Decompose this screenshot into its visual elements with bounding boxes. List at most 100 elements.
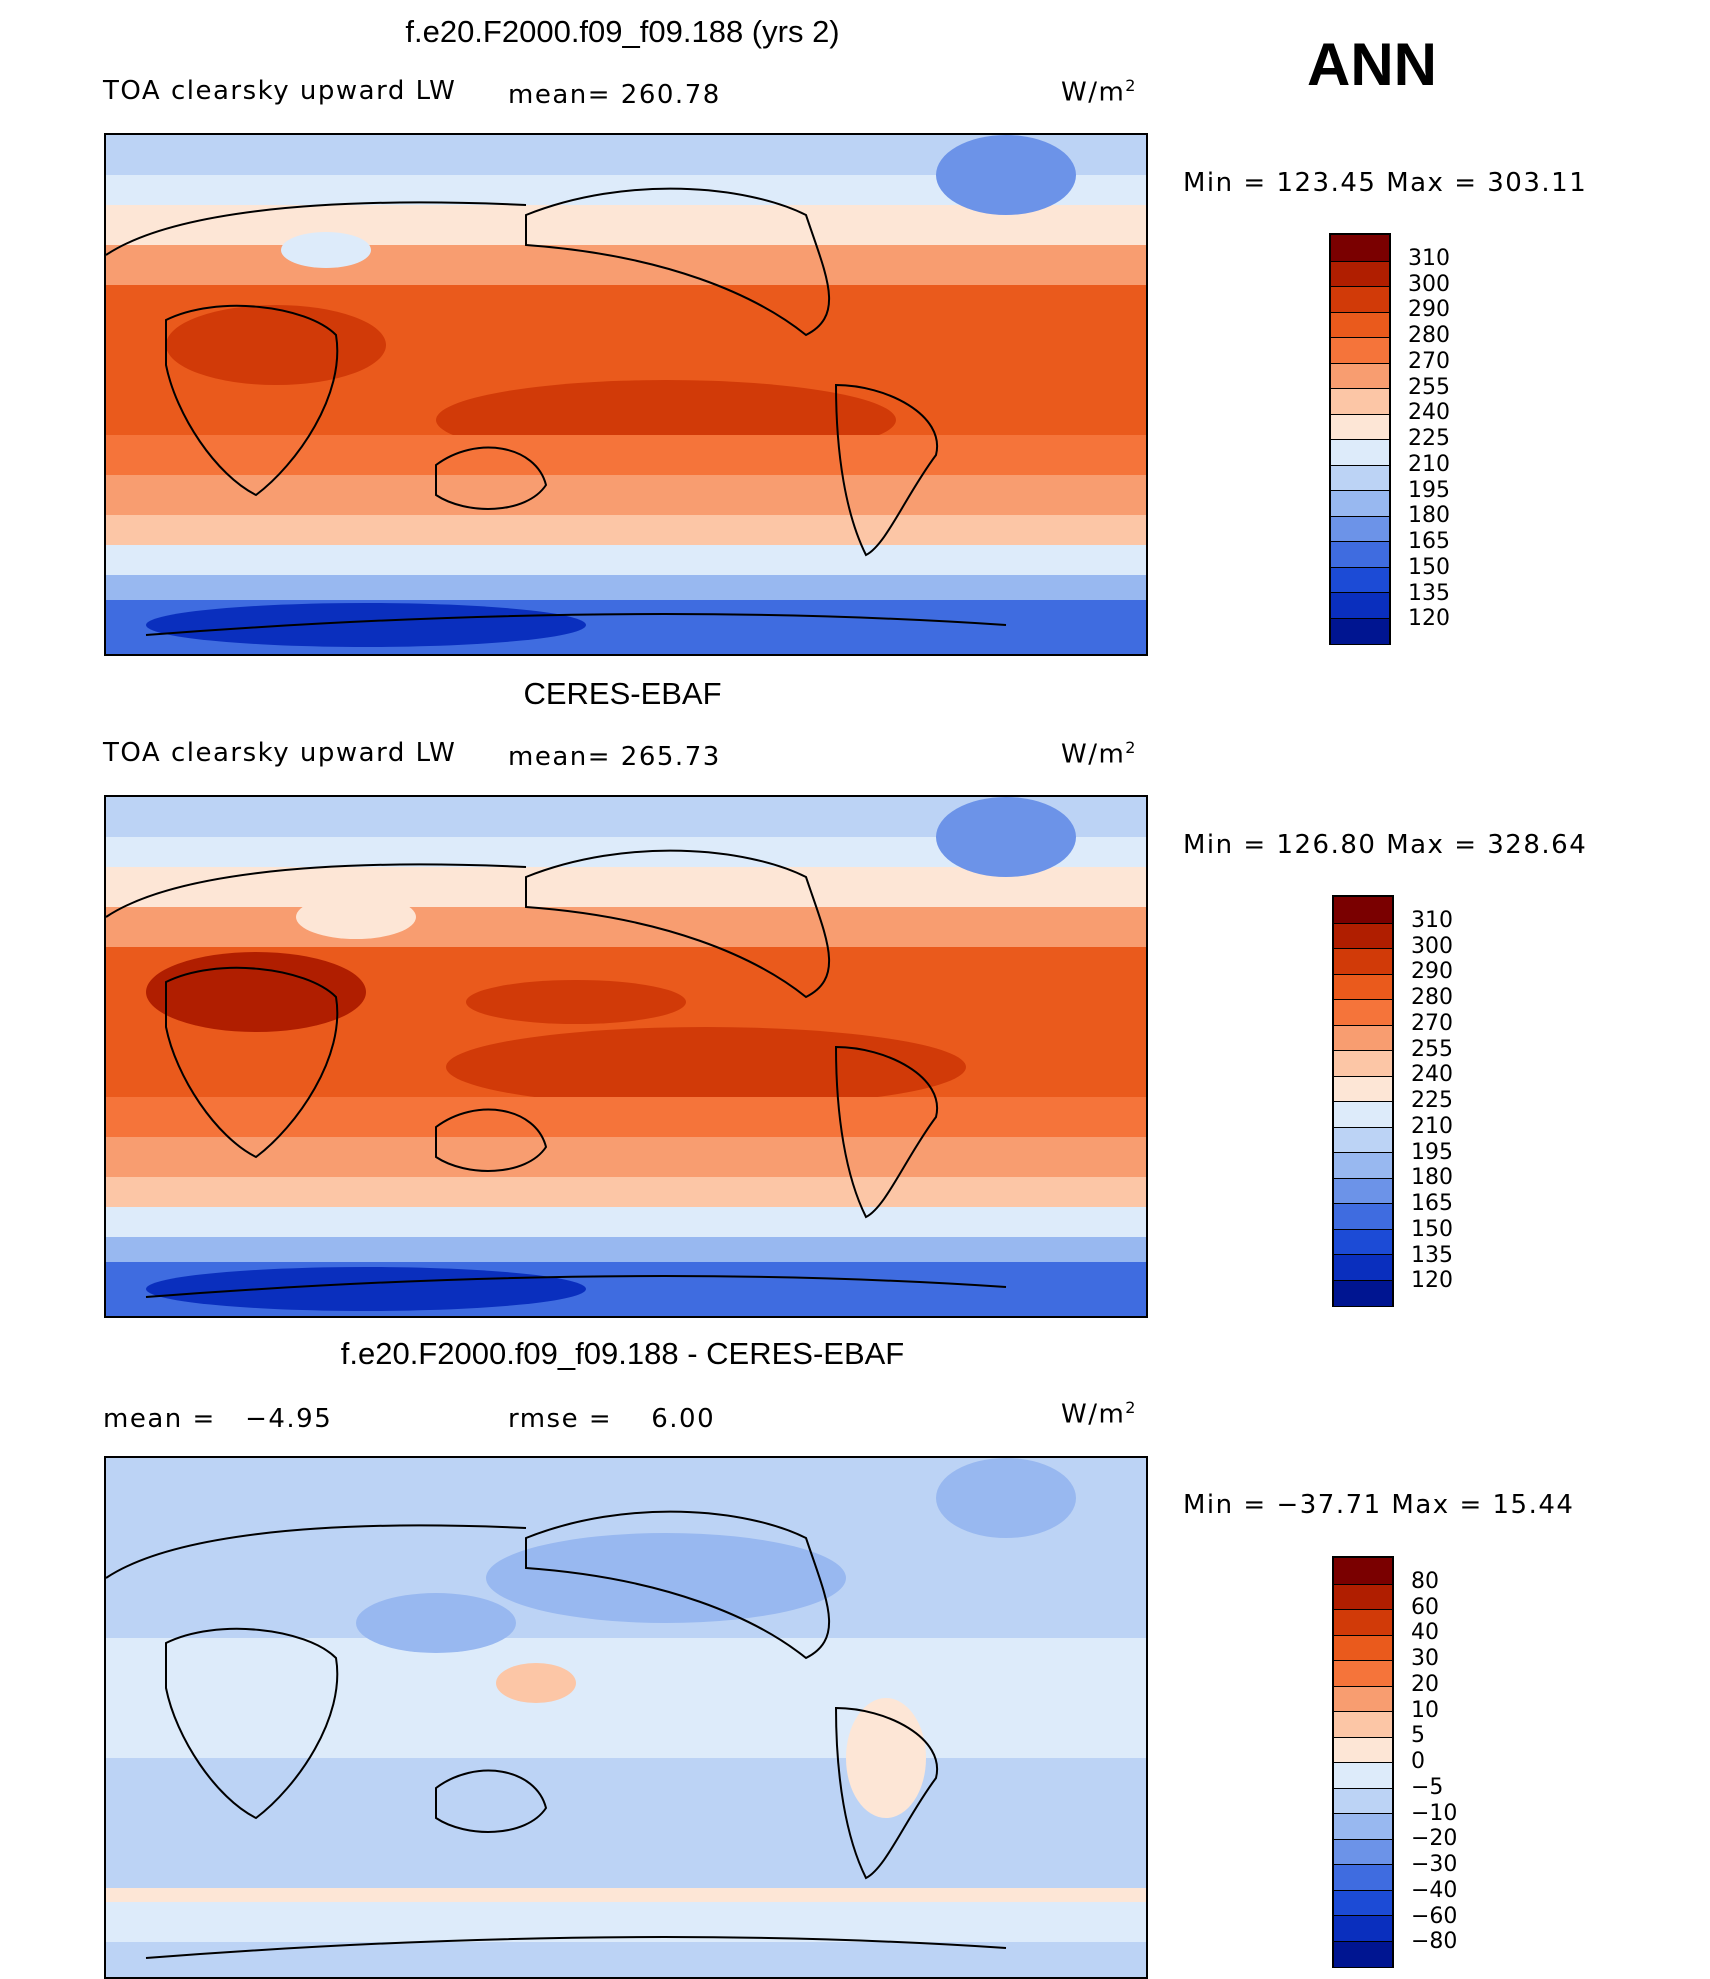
colorbar-box — [1334, 1787, 1392, 1814]
panel-2-colorbar — [1332, 895, 1394, 1307]
panel-3-mean-value: −4.95 — [245, 1404, 333, 1434]
panel-3-min-max: Min = −37.71 Max = 15.44 — [1183, 1490, 1575, 1520]
panel-1-mean-value: 260.78 — [620, 80, 721, 110]
panel-2-mean: mean= 265.73 — [508, 742, 721, 772]
units-text: W/m — [1061, 1399, 1126, 1430]
colorbar-box — [1334, 1152, 1392, 1179]
colorbar-tick-label: 310 — [1408, 245, 1450, 271]
colorbar-box — [1334, 1634, 1392, 1661]
colorbar-tick-label: 290 — [1408, 297, 1450, 323]
colorbar-box — [1334, 1915, 1392, 1942]
colorbar-tick-label: 180 — [1411, 1165, 1453, 1191]
colorbar-tick-label: −5 — [1411, 1774, 1444, 1800]
colorbar-tick-label: 60 — [1411, 1594, 1439, 1620]
colorbar-box — [1331, 235, 1389, 261]
colorbar-tick-label: 5 — [1411, 1723, 1425, 1749]
panel-3-title: f.e20.F2000.f09_f09.188 - CERES-EBAF — [340, 1336, 905, 1371]
panel-2-min-max: Min = 126.80 Max = 328.64 — [1183, 830, 1588, 860]
panel-3-rmse: rmse = 6.00 — [508, 1404, 715, 1434]
colorbar-box — [1334, 1813, 1392, 1840]
colorbar-tick-label: 240 — [1408, 400, 1450, 426]
colorbar-tick-label: 0 — [1411, 1749, 1425, 1774]
colorbar-box — [1331, 311, 1389, 338]
units-sup: 2 — [1125, 1398, 1137, 1417]
panel-2-units: W/m2 — [1061, 738, 1137, 770]
colorbar-tick-label: 165 — [1408, 529, 1450, 554]
colorbar-tick-label: 120 — [1411, 1268, 1453, 1294]
units-text: W/m — [1061, 77, 1126, 108]
panel-1-mean-label: mean= — [508, 80, 612, 110]
colorbar-box — [1331, 617, 1389, 644]
colorbar-tick-label: 255 — [1408, 374, 1450, 400]
colorbar-box — [1334, 1736, 1392, 1763]
units-sup: 2 — [1125, 76, 1137, 95]
panel-3-map — [104, 1456, 1148, 1979]
colorbar-box — [1334, 1685, 1392, 1712]
colorbar-box — [1331, 464, 1389, 491]
colorbar-tick-label: 210 — [1408, 451, 1450, 477]
colorbar-box — [1334, 1711, 1392, 1738]
colorbar-box — [1334, 1075, 1392, 1102]
panel-1-mean: mean= 260.78 — [508, 80, 721, 110]
colorbar-box — [1334, 922, 1392, 949]
colorbar-box — [1334, 1279, 1392, 1306]
colorbar-tick-label: −80 — [1411, 1929, 1458, 1955]
colorbar-box — [1334, 1050, 1392, 1077]
colorbar-box — [1331, 362, 1389, 389]
colorbar-box — [1334, 1940, 1392, 1967]
panel-3-rmse-label: rmse = — [508, 1404, 613, 1434]
colorbar-box — [1331, 388, 1389, 415]
panel-3-colorbar — [1332, 1556, 1394, 1968]
colorbar-box — [1334, 948, 1392, 975]
colorbar-box — [1334, 999, 1392, 1026]
colorbar-box — [1334, 1024, 1392, 1051]
colorbar-tick-label: −60 — [1411, 1903, 1458, 1929]
colorbar-box — [1334, 1838, 1392, 1865]
colorbar-box — [1331, 286, 1389, 313]
panel-2-map-svg — [106, 797, 1146, 1316]
panel-1-variable: TOA clearsky upward LW — [103, 76, 457, 106]
panel-1-units: W/m2 — [1061, 76, 1137, 108]
colorbar-tick-label: 165 — [1411, 1191, 1453, 1216]
colorbar-box — [1331, 413, 1389, 440]
panel-2-map — [104, 795, 1148, 1318]
colorbar-tick-label: 300 — [1411, 933, 1453, 959]
colorbar-box — [1334, 1609, 1392, 1636]
panel-3-rmse-value: 6.00 — [651, 1404, 716, 1434]
colorbar-tick-label: 290 — [1411, 959, 1453, 985]
panel-2-mean-value: 265.73 — [620, 742, 721, 772]
colorbar-tick-label: 225 — [1411, 1088, 1453, 1113]
colorbar-tick-label: −40 — [1411, 1877, 1458, 1903]
colorbar-tick-label: 310 — [1411, 907, 1453, 933]
colorbar-box — [1334, 1254, 1392, 1281]
colorbar-tick-label: 280 — [1411, 985, 1453, 1010]
panel-2-mean-label: mean= — [508, 742, 612, 772]
colorbar-box — [1334, 1583, 1392, 1610]
colorbar-tick-label: 120 — [1408, 606, 1450, 632]
colorbar-tick-label: 210 — [1411, 1113, 1453, 1139]
units-sup: 2 — [1125, 738, 1137, 757]
colorbar-tick-label: 40 — [1411, 1620, 1439, 1646]
colorbar-box — [1334, 1228, 1392, 1255]
colorbar-box — [1334, 1660, 1392, 1687]
colorbar-tick-label: 135 — [1411, 1242, 1453, 1268]
colorbar-box — [1331, 566, 1389, 593]
colorbar-tick-label: 280 — [1408, 323, 1450, 348]
colorbar-tick-label: 225 — [1408, 426, 1450, 451]
colorbar-tick-label: 80 — [1411, 1568, 1439, 1594]
panel-2-variable: TOA clearsky upward LW — [103, 738, 457, 768]
colorbar-tick-label: 195 — [1408, 477, 1450, 503]
colorbar-tick-label: −10 — [1411, 1800, 1458, 1826]
colorbar-box — [1334, 1762, 1392, 1789]
colorbar-tick-label: 20 — [1411, 1671, 1439, 1697]
colorbar-tick-label: −20 — [1411, 1826, 1458, 1852]
colorbar-box — [1331, 337, 1389, 364]
colorbar-tick-label: 10 — [1411, 1697, 1439, 1723]
colorbar-box — [1334, 1126, 1392, 1153]
colorbar-tick-label: 270 — [1411, 1010, 1453, 1036]
panel-1-min-max: Min = 123.45 Max = 303.11 — [1183, 168, 1588, 198]
colorbar-tick-label: −30 — [1411, 1852, 1458, 1877]
colorbar-box — [1334, 1889, 1392, 1916]
panel-3-mean-label: mean = — [103, 1404, 216, 1434]
colorbar-tick-label: 195 — [1411, 1139, 1453, 1165]
